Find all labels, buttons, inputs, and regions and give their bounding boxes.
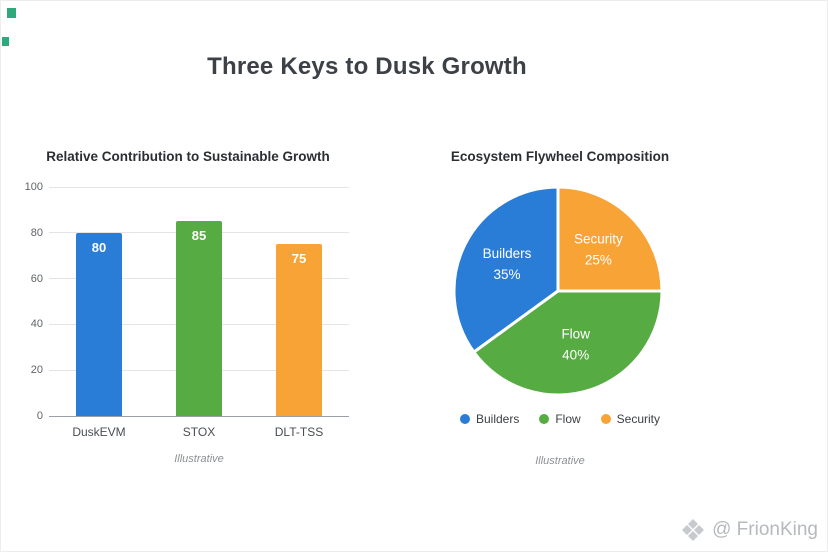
legend-label: Builders [475, 412, 520, 426]
bar-stox: 85 [176, 221, 222, 416]
gem-icon [682, 519, 705, 541]
y-tick-label: 80 [30, 226, 43, 239]
y-tick-label: 0 [36, 410, 43, 422]
x-axis-labels: DuskEVM STOX DLT-TSS [49, 425, 349, 441]
pie-slice-builders [452, 187, 560, 354]
y-tick-label: 20 [30, 364, 43, 377]
pie-slice-label: Builders 35% [483, 246, 532, 282]
x-category-label: STOX [182, 425, 216, 439]
x-axis-line [49, 415, 349, 417]
y-axis: 0 20 40 60 80 100 [23, 181, 45, 422]
page-title: Three Keys to Dusk Growth [207, 53, 527, 80]
y-tick-label: 60 [30, 272, 43, 285]
pie-slice-flow [472, 289, 664, 397]
pie-chart-title: Ecosystem Flywheel Composition [450, 149, 670, 164]
watermark: @ FrionKing [681, 518, 818, 542]
legend-dot [459, 414, 470, 424]
pie-chart-caption: Illustrative [535, 455, 585, 467]
gridline [49, 187, 349, 188]
legend-label: Security [616, 412, 661, 426]
legend-label: Flow [555, 412, 581, 426]
bar-chart-title: Relative Contribution to Sustainable Gro… [46, 149, 330, 164]
bar-chart: Relative Contribution to Sustainable Gro… [23, 149, 353, 479]
y-tick-label: 40 [30, 318, 43, 331]
pie-graphic: Builders 35% Flow 40% Security 25% [452, 187, 664, 397]
watermark-text: @ FrionKing [712, 519, 818, 540]
pie-slice-label: Security 25% [574, 232, 623, 268]
legend-dot [539, 414, 550, 424]
bar-plot-wrap: 0 20 40 60 80 100 80 85 75 [23, 181, 353, 422]
legend-item-security: Security [600, 412, 661, 426]
pie-legend: Builders Flow Security [428, 412, 692, 426]
x-category-label: DuskEVM [72, 425, 126, 439]
screen-artifact-1 [7, 8, 16, 18]
bar-value-label: 85 [191, 228, 207, 244]
pie-slice-label: Flow 40% [561, 326, 590, 362]
pie-slice-security [556, 187, 664, 293]
bar-value-label: 75 [291, 251, 307, 267]
screen-artifact-2 [2, 37, 9, 46]
pie-chart: Ecosystem Flywheel Composition Builders 3… [428, 149, 692, 479]
bar-chart-caption: Illustrative [174, 453, 224, 465]
bar-value-label: 80 [91, 239, 107, 255]
bar-duskevm: 80 [76, 232, 122, 416]
y-tick-label: 100 [24, 181, 43, 193]
legend-dot [600, 414, 611, 424]
legend-item-flow: Flow [539, 412, 581, 426]
bar-dlt-tss: 75 [276, 244, 322, 416]
bar-plot-area: 80 85 75 [49, 187, 349, 417]
x-category-label: DLT-TSS [274, 425, 324, 439]
legend-item-builders: Builders [459, 412, 520, 426]
